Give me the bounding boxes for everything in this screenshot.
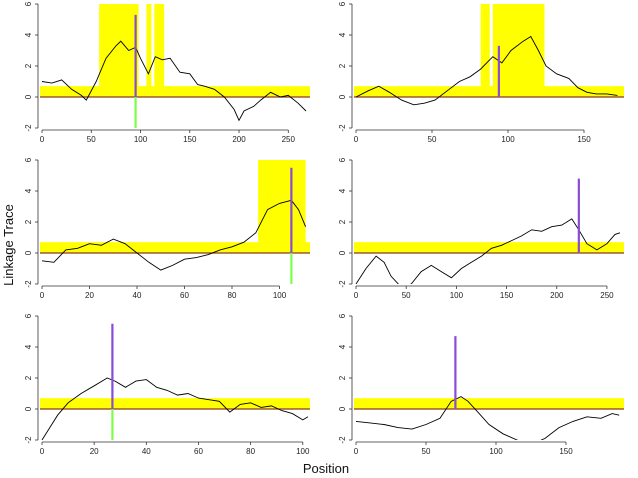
x-tick-label: 40 (142, 447, 151, 456)
y-tick-label: 0 (338, 94, 347, 99)
y-tick-label: -2 (24, 280, 33, 288)
x-axis-title: Position (303, 461, 349, 476)
x-tick-label: 50 (87, 135, 96, 144)
y-tick-label: 2 (338, 63, 347, 68)
y-tick-label: -2 (338, 280, 347, 288)
x-tick-label: 100 (450, 291, 464, 300)
threshold-band (354, 242, 624, 253)
x-tick-label: 100 (134, 135, 148, 144)
x-tick-label: 100 (501, 135, 515, 144)
y-tick-label: 2 (24, 219, 33, 224)
panel-top-right: -2 0 2 4 6 0 50 100 150 (338, 1, 624, 144)
linkage-trace-line (41, 199, 307, 271)
x-tick-label: 250 (282, 135, 296, 144)
y-tick-label: 0 (24, 406, 33, 411)
y-tick-label: 4 (24, 344, 33, 349)
x-tick-label: 150 (559, 447, 573, 456)
x-tick-label: 0 (354, 135, 359, 144)
linkage-trace-line (355, 396, 620, 440)
x-tick-label: 0 (40, 135, 45, 144)
panel-middle-right: -2 0 2 4 6 0 50 100 150 200 250 (338, 157, 624, 300)
plot-area (40, 4, 310, 128)
panel-top-left: -2 0 2 4 6 0 50 100 150 200 250 (24, 1, 310, 144)
plot-area (40, 160, 310, 284)
y-tick-label: 4 (338, 344, 347, 349)
significance-block (480, 4, 490, 97)
linkage-trace-line (355, 218, 621, 284)
x-tick-label: 60 (194, 447, 203, 456)
x-tick-label: 50 (422, 447, 431, 456)
y-tick-label: 2 (24, 63, 33, 68)
y-tick-label: 0 (338, 250, 347, 255)
panel-bottom-right: -2 0 2 4 6 0 50 100 150 (338, 313, 624, 456)
x-tick-label: 100 (296, 447, 310, 456)
linkage-trace-line (355, 35, 618, 106)
y-tick-label: 2 (24, 375, 33, 380)
x-tick-label: 40 (133, 291, 142, 300)
threshold-band (40, 242, 310, 253)
x-tick-label: 0 (40, 291, 45, 300)
y-tick-label: 4 (24, 188, 33, 193)
threshold-band (354, 398, 624, 409)
y-tick-label: -2 (24, 124, 33, 132)
x-tick-label: 80 (246, 447, 255, 456)
y-tick-label: 4 (338, 188, 347, 193)
y-tick-label: 6 (338, 157, 347, 162)
x-tick-label: 20 (85, 291, 94, 300)
y-axis-title: Linkage Trace (1, 204, 16, 286)
significance-block (154, 4, 165, 97)
x-tick-label: 250 (600, 291, 614, 300)
significance-block (258, 160, 306, 253)
significance-block (492, 4, 545, 97)
plot-area (354, 178, 624, 284)
x-tick-label: 80 (228, 291, 237, 300)
x-tick-label: 50 (402, 291, 411, 300)
linkage-trace-line (41, 377, 309, 440)
x-tick-label: 0 (40, 447, 45, 456)
linkage-trace-line (41, 40, 307, 122)
y-tick-label: 2 (338, 219, 347, 224)
y-tick-label: 0 (24, 250, 33, 255)
y-tick-label: 0 (338, 406, 347, 411)
y-tick-label: 2 (338, 375, 347, 380)
x-tick-label: 200 (232, 135, 246, 144)
plot-area (354, 4, 624, 106)
threshold-band (40, 86, 310, 97)
x-tick-label: 0 (354, 447, 359, 456)
x-tick-label: 50 (428, 135, 437, 144)
y-tick-label: -2 (338, 436, 347, 444)
x-tick-label: 0 (354, 291, 359, 300)
y-tick-label: 6 (24, 313, 33, 318)
x-tick-label: 100 (489, 447, 503, 456)
y-tick-label: 6 (338, 1, 347, 6)
y-tick-label: 6 (338, 313, 347, 318)
x-tick-label: 200 (550, 291, 564, 300)
y-tick-label: 0 (24, 94, 33, 99)
x-tick-label: 150 (500, 291, 514, 300)
y-tick-label: 6 (24, 1, 33, 6)
threshold-band (40, 398, 310, 409)
significance-block (146, 4, 152, 97)
y-tick-label: 6 (24, 157, 33, 162)
x-tick-label: 100 (273, 291, 287, 300)
y-tick-label: 4 (24, 32, 33, 37)
x-tick-label: 150 (577, 135, 591, 144)
y-tick-label: -2 (338, 124, 347, 132)
x-tick-label: 20 (90, 447, 99, 456)
y-tick-label: 4 (338, 32, 347, 37)
plot-area (40, 323, 310, 440)
x-tick-label: 150 (183, 135, 197, 144)
significance-block (99, 4, 139, 97)
y-tick-label: -2 (24, 436, 33, 444)
plot-area (354, 336, 624, 440)
x-tick-label: 60 (180, 291, 189, 300)
